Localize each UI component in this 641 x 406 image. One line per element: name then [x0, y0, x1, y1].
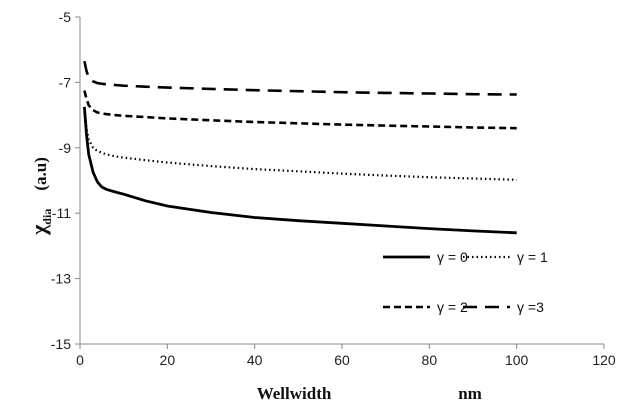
- legend-label-0: γ = 0: [437, 249, 468, 265]
- series-line-3: [83, 60, 517, 96]
- y-tick-label: -5: [59, 9, 72, 25]
- series-line-0: [83, 106, 517, 235]
- series-line-1: [83, 111, 517, 181]
- x-tick-label: 120: [592, 352, 616, 368]
- x-tick-label: 40: [247, 352, 263, 368]
- y-axis-symbol: χ: [26, 224, 51, 236]
- y-axis-title: χdia (a.u): [26, 157, 54, 236]
- x-tick-label: 20: [160, 352, 176, 368]
- x-tick-label: 0: [76, 352, 84, 368]
- y-tick-label: -13: [51, 271, 71, 287]
- legend-label-2: γ = 2: [437, 299, 468, 315]
- x-tick-label: 100: [505, 352, 529, 368]
- series-lines: [83, 60, 517, 235]
- x-axis-unit: nm: [458, 384, 482, 403]
- y-tick-labels: -15 -13 -11 -9 -7 -5: [51, 9, 71, 352]
- legend-label-3: γ =3: [517, 299, 544, 315]
- y-axis-subscript: dia: [40, 209, 54, 225]
- x-tick-label: 60: [334, 352, 350, 368]
- x-tick-label: 80: [422, 352, 438, 368]
- legend-label-1: γ = 1: [517, 249, 548, 265]
- x-tick-labels: 0 20 40 60 80 100 120: [76, 352, 616, 368]
- y-tick-label: -15: [51, 336, 71, 352]
- y-tick-label: -7: [59, 74, 72, 90]
- y-tick-label: -11: [52, 205, 71, 221]
- axes: [75, 16, 605, 349]
- svg-text:χdia(a.u): χdia (a.u): [26, 157, 54, 236]
- series-line-2: [83, 90, 517, 130]
- y-axis-label: (a.u): [31, 157, 50, 191]
- y-tick-label: -9: [59, 140, 72, 156]
- x-axis-label: Wellwidth: [257, 384, 332, 403]
- legend: γ = 0 γ = 1 γ = 2 γ =3: [383, 249, 548, 315]
